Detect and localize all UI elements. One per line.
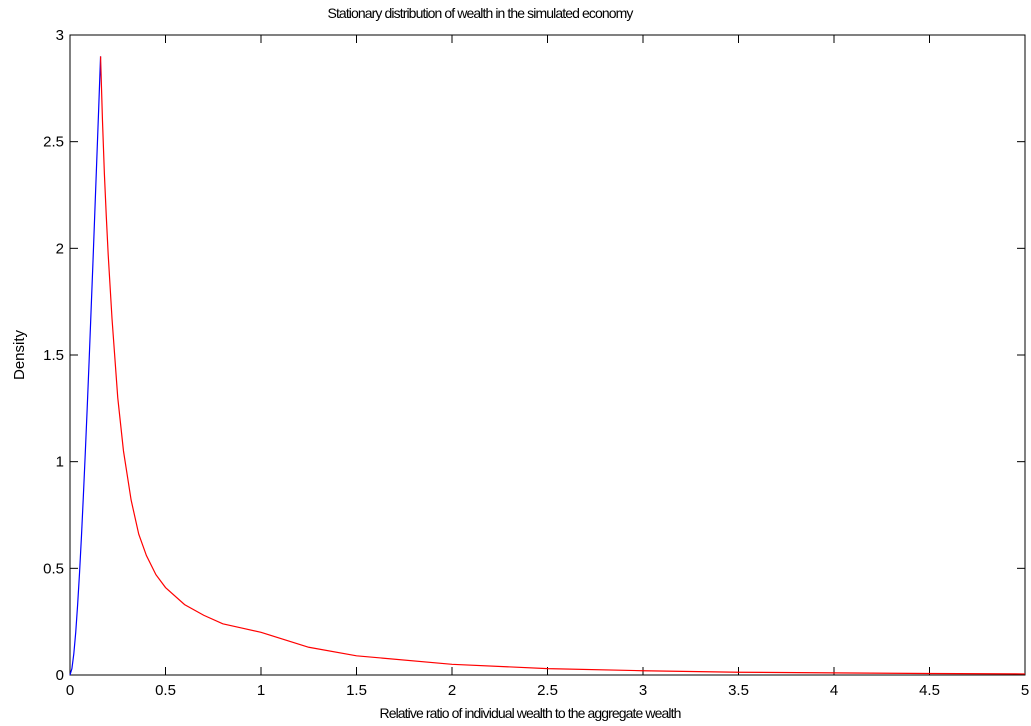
x-tick-label: 0 [66,682,74,699]
x-tick-label: 2.5 [537,682,558,699]
y-tick-label: 1.5 [43,347,64,364]
x-tick-label: 3 [639,682,647,699]
x-tick-label: 1.5 [346,682,367,699]
x-tick-label: 4 [830,682,838,699]
plot-frame [69,34,1026,676]
y-tick-label: 3 [56,27,64,44]
x-tick-label: 0.5 [155,682,176,699]
line-series [69,56,102,676]
y-tick-label: 0 [56,667,64,684]
x-tick-label: 4.5 [919,682,940,699]
y-tick-label: 1 [56,454,64,471]
y-tick-label: 0.5 [43,560,64,577]
x-tick-label: 2 [448,682,456,699]
y-tick-label: 2 [56,240,64,257]
chart-title: Stationary distribution of wealth in the… [328,5,634,21]
line-series [99,56,1026,675]
x-tick-label: 3.5 [728,682,749,699]
x-axis-label: Relative ratio of individual wealth to t… [379,705,680,721]
y-tick-label: 2.5 [43,134,64,151]
x-tick-label: 5 [1021,682,1029,699]
y-axis-label: Density [11,329,28,380]
x-tick-label: 1 [257,682,265,699]
